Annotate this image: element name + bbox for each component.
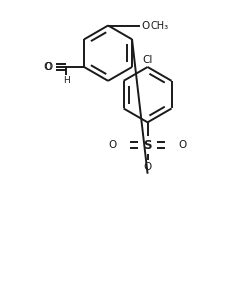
Text: O: O: [109, 140, 117, 150]
Text: O: O: [178, 140, 186, 150]
Text: Cl: Cl: [142, 55, 153, 65]
Text: S: S: [143, 138, 152, 151]
Text: O: O: [142, 20, 150, 31]
Text: H: H: [63, 76, 70, 85]
Text: O: O: [144, 162, 152, 172]
Text: O: O: [44, 62, 52, 72]
Text: O: O: [43, 62, 52, 72]
Text: CH₃: CH₃: [150, 20, 169, 31]
